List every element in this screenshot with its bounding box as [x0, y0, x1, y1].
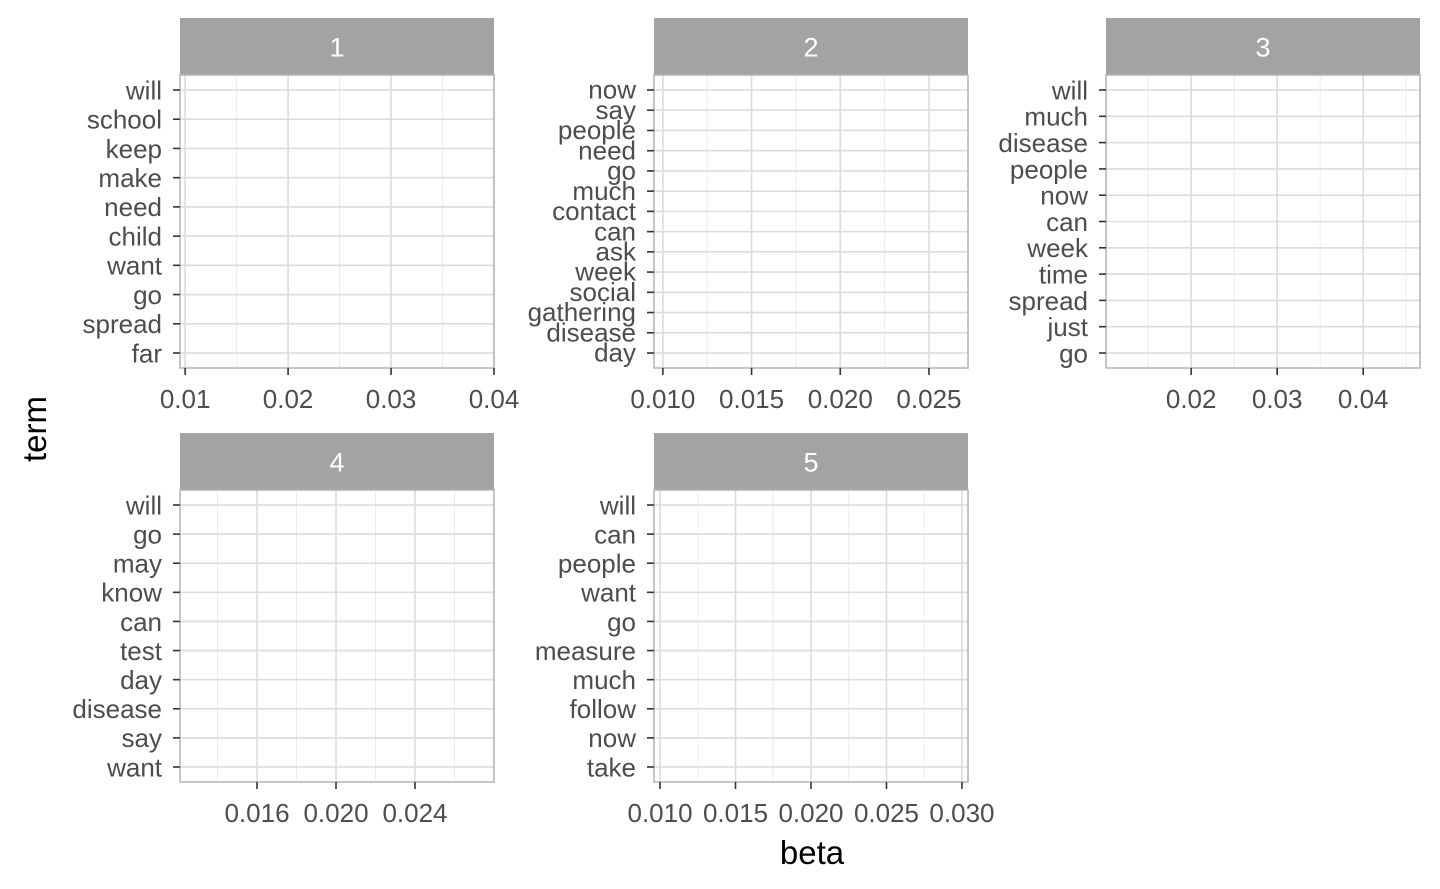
x-tick-label: 0.020	[303, 798, 368, 828]
term-label: day	[120, 665, 162, 695]
x-tick-label: 0.010	[630, 384, 695, 414]
facet-panel-3: 3 willmuchdiseasepeoplenowcanweektimespre…	[998, 18, 1421, 414]
term-label: go	[133, 280, 162, 310]
term-label: will	[125, 75, 162, 105]
x-tick-label: 0.025	[896, 384, 961, 414]
x-tick-label: 0.030	[929, 798, 994, 828]
x-tick-label: 0.016	[224, 798, 289, 828]
facet-panel-5: 5 willcanpeoplewantgomeasuremuchfollownow…	[535, 433, 995, 828]
x-tick-label: 0.03	[1252, 384, 1303, 414]
term-label: know	[101, 578, 162, 608]
term-label: people	[558, 549, 636, 579]
term-label: may	[113, 549, 162, 579]
term-label: disease	[546, 317, 636, 347]
term-label: now	[588, 75, 636, 105]
facet-strip-label: 4	[329, 448, 344, 478]
facet-strip	[654, 18, 968, 75]
term-label: follow	[570, 694, 637, 724]
term-label: will	[599, 490, 636, 520]
term-label: people	[558, 115, 636, 145]
term-label: spread	[83, 309, 163, 339]
x-tick-label: 0.010	[627, 798, 692, 828]
term-label: want	[106, 752, 163, 782]
term-label: say	[122, 723, 162, 753]
facet-panel-2: 2 nowsaypeopleneedgomuchcontactcanaskweek…	[528, 18, 969, 414]
facet-strip	[180, 18, 494, 75]
facet-strip	[654, 433, 968, 490]
term-label: people	[1010, 154, 1088, 184]
term-label: go	[607, 607, 636, 637]
term-label: much	[572, 176, 636, 206]
x-tick-label: 0.03	[366, 384, 417, 414]
term-label: far	[132, 338, 163, 368]
term-label: disease	[72, 694, 162, 724]
x-tick-label: 0.02	[1166, 384, 1217, 414]
term-label: can	[594, 519, 636, 549]
term-label: social	[570, 277, 636, 307]
term-label: go	[133, 519, 162, 549]
x-tick-label: 0.020	[808, 384, 873, 414]
facet-panels: 1willschoolkeepmakeneedchildwantgospread…	[72, 18, 1421, 828]
term-label: take	[587, 752, 636, 782]
term-label: make	[98, 163, 162, 193]
x-tick-label: 0.025	[854, 798, 919, 828]
term-label: now	[588, 723, 636, 753]
term-label: will	[125, 490, 162, 520]
term-label: can	[120, 607, 162, 637]
term-label: contact	[552, 196, 637, 226]
term-label: go	[1059, 338, 1088, 368]
y-axis-title: term	[16, 396, 53, 462]
term-label: just	[1047, 312, 1089, 342]
term-label: go	[607, 156, 636, 186]
term-label: can	[594, 216, 636, 246]
panel-border	[653, 74, 969, 369]
term-label: will	[1051, 75, 1088, 105]
facet-strip-label: 3	[1255, 33, 1270, 63]
term-label: week	[574, 257, 637, 287]
term-label: need	[578, 135, 636, 165]
x-axis-title: beta	[780, 834, 845, 871]
term-label: school	[87, 105, 162, 135]
term-label: much	[572, 665, 636, 695]
x-tick-label: 0.015	[719, 384, 784, 414]
x-tick-label: 0.024	[382, 798, 447, 828]
facet-strip	[1106, 18, 1420, 75]
x-tick-label: 0.01	[160, 384, 211, 414]
facet-strip-label: 2	[803, 33, 818, 63]
term-label: need	[104, 192, 162, 222]
x-tick-label: 0.020	[778, 798, 843, 828]
x-tick-label: 0.015	[703, 798, 768, 828]
x-tick-label: 0.04	[469, 384, 520, 414]
term-label: child	[109, 221, 162, 251]
x-tick-label: 0.04	[1338, 384, 1389, 414]
facet-strip	[180, 433, 494, 490]
term-label: keep	[106, 134, 162, 164]
term-label: ask	[596, 236, 637, 266]
term-label: disease	[998, 128, 1088, 158]
term-label: gathering	[528, 297, 636, 327]
facet-panel-1: 1 willschoolkeepmakeneedchildwantgospread…	[83, 18, 520, 414]
facet-strip-label: 1	[329, 33, 344, 63]
term-label: spread	[1009, 286, 1089, 316]
term-label: can	[1046, 207, 1088, 237]
panel-border	[179, 74, 495, 369]
term-label: day	[594, 338, 636, 368]
term-label: time	[1039, 259, 1088, 289]
term-label: week	[1026, 233, 1089, 263]
term-label: say	[596, 95, 636, 125]
term-label: test	[120, 636, 163, 666]
x-tick-label: 0.02	[263, 384, 314, 414]
term-label: much	[1024, 102, 1088, 132]
term-label: want	[106, 251, 163, 281]
term-label: now	[1040, 181, 1088, 211]
term-label: measure	[535, 636, 636, 666]
term-label: want	[580, 578, 637, 608]
panel-border	[179, 489, 495, 783]
facet-strip-label: 5	[803, 448, 818, 478]
